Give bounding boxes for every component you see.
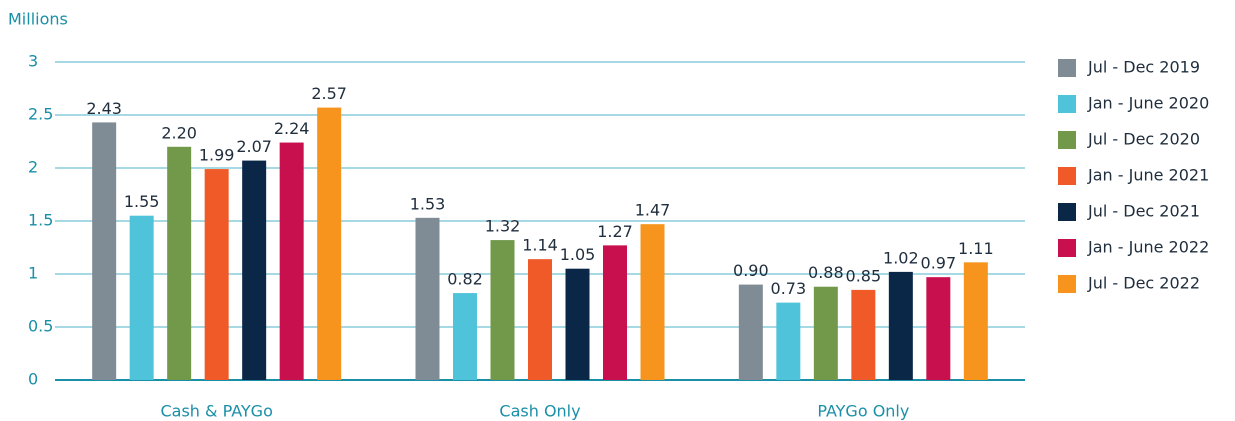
legend-swatch	[1058, 167, 1076, 185]
data-label: 2.07	[236, 137, 272, 156]
data-label: 2.24	[274, 119, 310, 138]
bar	[738, 284, 763, 380]
legend-swatch	[1058, 203, 1076, 221]
bar	[453, 293, 477, 380]
data-label: 1.05	[560, 245, 596, 264]
legend-label: Jan - June 2022	[1087, 238, 1209, 257]
data-label: 0.90	[733, 261, 769, 280]
bar	[926, 277, 951, 380]
bar	[415, 217, 440, 380]
bar	[963, 262, 988, 380]
data-label: 0.82	[447, 270, 483, 289]
legend-label: Jul - Dec 2020	[1087, 130, 1200, 149]
bar	[888, 271, 913, 380]
legend-swatch	[1058, 275, 1076, 293]
data-label: 0.88	[808, 263, 844, 282]
bar	[167, 146, 192, 380]
bar	[640, 224, 665, 380]
legend-swatch	[1058, 239, 1076, 257]
bar	[129, 215, 154, 380]
data-label: 1.11	[958, 239, 994, 258]
data-label: 1.14	[522, 236, 558, 255]
bar	[242, 160, 267, 380]
data-label: 0.97	[921, 254, 957, 273]
bar	[317, 107, 342, 380]
bar	[92, 122, 117, 381]
data-label: 1.32	[485, 217, 521, 236]
bar	[565, 268, 590, 380]
data-label: 1.47	[635, 201, 671, 220]
legend-swatch	[1058, 95, 1076, 113]
legend-swatch	[1058, 131, 1076, 149]
bar	[776, 302, 801, 380]
bar	[490, 240, 515, 380]
x-tick-label: PAYGo Only	[817, 402, 909, 421]
legend-label: Jul - Dec 2019	[1087, 58, 1200, 77]
legend-label: Jul - Dec 2021	[1087, 202, 1200, 221]
data-label: 1.27	[597, 222, 633, 241]
y-axis-label: Millions	[8, 10, 68, 29]
bar	[851, 289, 876, 380]
bar	[279, 142, 304, 380]
y-tick-label: 3	[28, 52, 38, 71]
legend-swatch	[1058, 59, 1076, 77]
bar	[813, 286, 838, 380]
data-label: 1.99	[199, 146, 235, 165]
y-tick-label: 1.5	[28, 211, 53, 230]
data-label: 2.57	[311, 84, 347, 103]
data-label: 1.55	[124, 192, 160, 211]
y-tick-label: 0.5	[28, 317, 53, 336]
legend-label: Jan - June 2021	[1087, 166, 1209, 185]
data-label: 2.43	[86, 99, 122, 118]
x-tick-label: Cash & PAYGo	[160, 402, 272, 421]
y-tick-label: 1	[28, 264, 38, 283]
y-tick-label: 2	[28, 158, 38, 177]
data-label: 0.73	[771, 279, 807, 298]
bar	[603, 245, 627, 380]
x-tick-label: Cash Only	[499, 402, 580, 421]
legend-label: Jul - Dec 2022	[1087, 274, 1200, 293]
y-tick-label: 0	[28, 370, 38, 389]
data-label: 1.02	[883, 248, 919, 267]
y-tick-label: 2.5	[28, 105, 53, 124]
legend-label: Jan - June 2020	[1087, 94, 1209, 113]
bar	[528, 259, 552, 380]
bar	[204, 169, 229, 380]
data-label: 2.20	[161, 123, 197, 142]
data-label: 1.53	[410, 194, 446, 213]
data-label: 0.85	[846, 266, 882, 285]
